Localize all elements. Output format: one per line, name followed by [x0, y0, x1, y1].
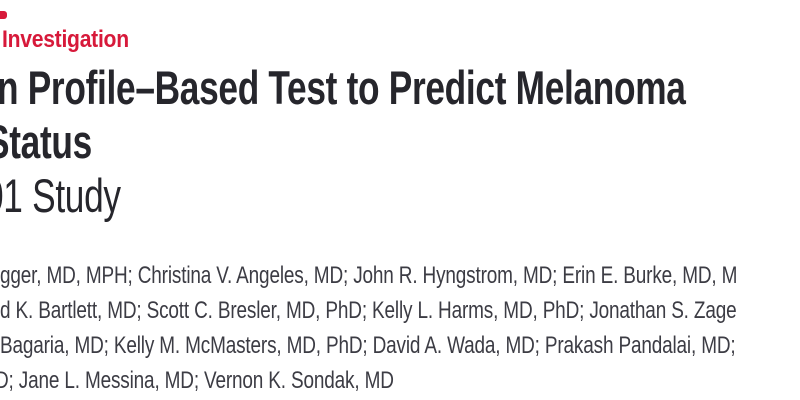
author-line-2: d K. Bartlett, MD; Scott C. Bresler, MD,…: [0, 297, 737, 324]
article-title: n Profile–Based Test to Predict Melanoma…: [0, 61, 800, 223]
title-line-1: n Profile–Based Test to Predict Melanoma: [0, 61, 686, 114]
title-line-2: Status: [0, 115, 92, 168]
author-line-1: gger, MD, MPH; Christina V. Angeles, MD;…: [0, 262, 738, 289]
article-category-label: Investigation: [2, 26, 129, 53]
clipped-red-text-fragment: [0, 11, 7, 19]
author-line-3: Bagaria, MD; Kelly M. McMasters, MD, PhD…: [0, 332, 736, 359]
author-byline: gger, MD, MPH; Christina V. Angeles, MD;…: [0, 258, 800, 398]
title-subtitle-line: 01 Study: [0, 169, 121, 222]
author-line-4: D; Jane L. Messina, MD; Vernon K. Sondak…: [0, 367, 394, 394]
